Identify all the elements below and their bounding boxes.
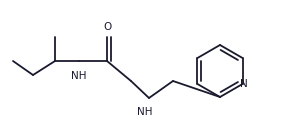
- Text: O: O: [103, 22, 111, 32]
- Text: NH: NH: [137, 107, 153, 117]
- Text: NH: NH: [71, 71, 87, 81]
- Text: N: N: [240, 79, 247, 89]
